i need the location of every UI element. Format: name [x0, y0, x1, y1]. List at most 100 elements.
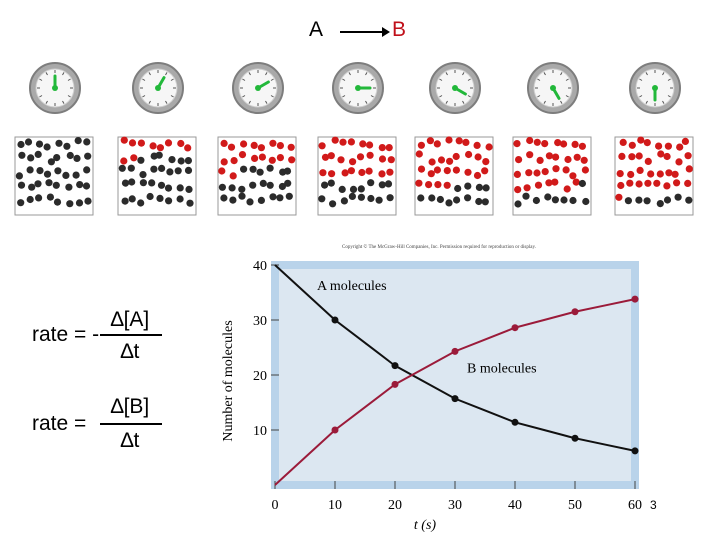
y-tick-label: 20: [253, 369, 267, 384]
b-molecule: [417, 165, 426, 173]
rate-b-denominator: ∆t: [120, 429, 140, 452]
b-molecule: [573, 153, 581, 161]
data-point: [511, 418, 519, 426]
b-molecule: [128, 139, 137, 147]
a-molecule: [66, 151, 74, 160]
b-molecule: [473, 171, 482, 180]
a-molecule: [428, 194, 436, 202]
b-molecule: [684, 152, 692, 160]
data-point: [571, 308, 579, 316]
b-molecule: [378, 155, 387, 163]
clock-icon: [629, 62, 681, 114]
b-molecule: [525, 169, 533, 177]
a-molecule: [663, 196, 672, 204]
snapshot-4: [317, 62, 397, 216]
a-molecule: [327, 179, 335, 187]
b-molecule: [287, 143, 295, 151]
data-point: [511, 324, 519, 332]
y-tick-label: 30: [253, 314, 267, 329]
a-molecule: [150, 165, 158, 173]
b-molecule: [385, 144, 393, 152]
a-molecule: [157, 181, 166, 189]
b-molecule: [258, 153, 266, 161]
b-molecule: [359, 140, 367, 148]
rate-b-label: rate =: [32, 412, 87, 435]
a-molecule: [551, 196, 560, 204]
b-molecule: [328, 170, 336, 178]
molecules-vs-time-chart: 10 20 30 40 0 10 20 30 40 50 60 t (s) Number of mole…: [221, 259, 642, 533]
b-molecule: [628, 141, 636, 149]
clock-icon: [429, 62, 481, 114]
a-molecule: [266, 181, 274, 189]
a-molecule: [166, 168, 174, 176]
a-molecule: [229, 196, 237, 204]
b-molecule: [628, 153, 636, 161]
a-molecule: [464, 194, 472, 202]
b-molecule: [276, 142, 284, 150]
b-molecule: [685, 165, 693, 173]
a-molecule: [17, 199, 25, 207]
b-molecule: [452, 166, 460, 174]
a-molecule: [375, 196, 383, 204]
b-molecule: [443, 181, 451, 189]
a-molecule: [532, 196, 541, 205]
b-molecule: [269, 139, 277, 147]
b-molecule: [130, 154, 138, 162]
a-molecule: [84, 152, 92, 160]
b-molecule: [321, 153, 330, 161]
a-molecule: [249, 165, 257, 173]
a-molecule: [378, 181, 386, 189]
x-tick-label: 10: [328, 498, 342, 513]
a-molecule: [62, 171, 70, 179]
reaction-equation: A B: [0, 18, 720, 48]
a-molecule: [643, 197, 651, 205]
b-molecule: [655, 142, 663, 150]
snapshot-1: [14, 62, 94, 216]
b-molecule: [657, 150, 665, 158]
a-molecule: [164, 184, 173, 192]
b-molecule: [644, 179, 652, 187]
a-molecule: [475, 183, 483, 191]
b-molecule: [636, 166, 644, 174]
b-molecule: [515, 156, 523, 164]
x-tick-label: 60: [628, 498, 642, 513]
b-molecule: [627, 170, 635, 179]
a-molecule: [128, 178, 136, 186]
a-molecule: [269, 193, 277, 201]
b-molecule: [337, 156, 345, 164]
a-molecule: [45, 179, 53, 187]
y-tick-label: 40: [253, 259, 267, 274]
b-molecule: [465, 150, 473, 159]
a-molecule: [17, 140, 25, 149]
a-molecule: [148, 179, 156, 187]
a-molecule: [674, 193, 682, 201]
a-molecule: [155, 151, 163, 159]
b-molecule: [545, 152, 554, 160]
a-molecule: [454, 184, 462, 193]
a-molecule: [357, 193, 365, 201]
x-tick-label: 50: [568, 498, 582, 513]
molecule-box: [414, 136, 494, 216]
b-molecule: [560, 140, 568, 148]
snapshot-3: [217, 62, 297, 216]
a-molecule: [482, 184, 490, 192]
a-molecule: [26, 195, 34, 204]
plot-area: [279, 269, 631, 481]
b-molecule: [673, 179, 681, 187]
a-molecule: [256, 168, 264, 176]
b-molecule: [238, 151, 247, 159]
b-molecule: [433, 140, 441, 148]
b-molecule: [426, 137, 434, 145]
b-molecule: [358, 168, 366, 177]
series-label-b: B molecules: [467, 361, 537, 376]
a-molecule: [656, 200, 664, 208]
a-molecule: [384, 180, 393, 188]
b-molecule: [417, 141, 425, 149]
rate-a-label: rate = -: [32, 323, 100, 346]
a-molecule: [54, 167, 62, 175]
clock-icon: [132, 62, 184, 114]
b-molecule: [349, 158, 357, 166]
b-molecule: [365, 167, 373, 175]
x-tick-label: 20: [388, 498, 402, 513]
a-molecule: [357, 185, 365, 193]
